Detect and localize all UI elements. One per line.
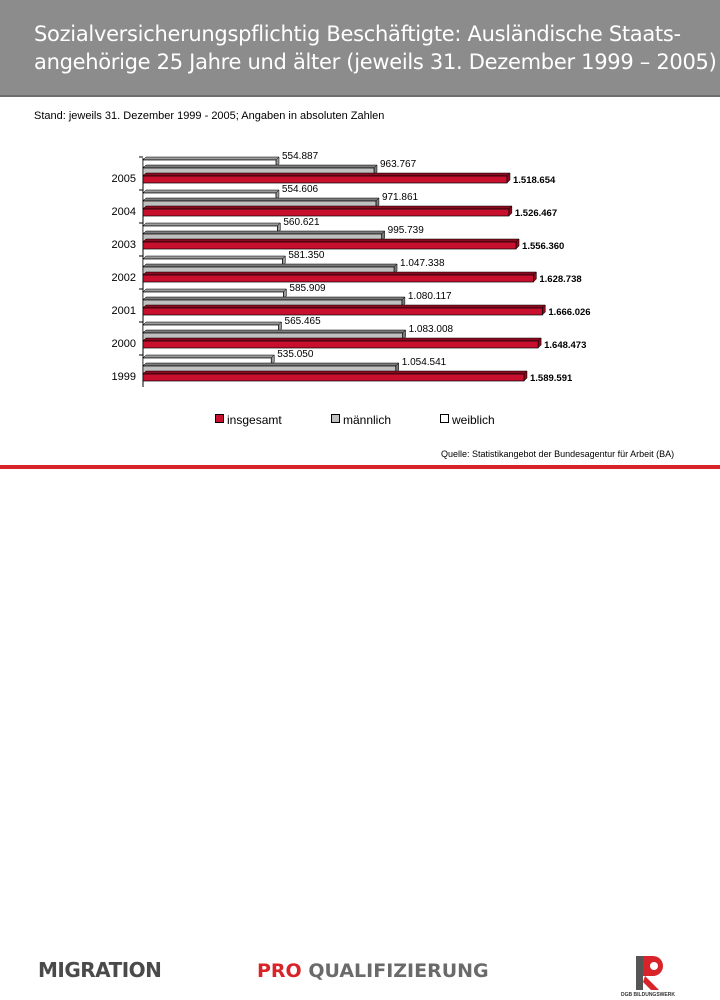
migration-logo: MIGRATION <box>38 958 162 982</box>
bar-top-face <box>142 197 380 202</box>
logo-pro-part: PRO <box>257 960 302 982</box>
data-label: 1.518.654 <box>513 175 556 186</box>
bar-insgesamt <box>142 241 517 250</box>
bar-top-face <box>142 263 398 268</box>
bar-insgesamt <box>142 373 525 382</box>
data-label: 560.621 <box>283 217 320 228</box>
category-label: 2000 <box>112 338 136 350</box>
page-title-line-1: Sozialversicherungspflichtig Beschäftigt… <box>34 22 681 46</box>
bar-top-face <box>142 288 288 293</box>
bar-top-face <box>142 362 400 367</box>
bar-top-face <box>142 189 280 194</box>
bar-top-face <box>142 222 281 227</box>
footer-divider <box>0 465 720 469</box>
bar-top-face <box>142 370 528 375</box>
data-label: 1.047.338 <box>400 258 445 269</box>
legend-item-maennlich: männlich <box>331 413 391 427</box>
category-label: 2001 <box>112 305 136 317</box>
logo-qualifizierung-part: QUALIFIZIERUNG <box>301 960 489 982</box>
data-label: 535.050 <box>277 349 314 360</box>
bar-chart: 2005 554.887 963.767 1.518.654 2004 554.606 97… <box>112 151 591 387</box>
chart-subtitle: Stand: jeweils 31. Dezember 1999 - 2005;… <box>34 110 385 122</box>
bar-top-face <box>142 205 513 210</box>
bar-insgesamt <box>142 274 534 283</box>
legend-item-weiblich: weiblich <box>440 413 495 427</box>
legend-label-maennlich: männlich <box>343 413 392 427</box>
data-label: 585.909 <box>289 283 326 294</box>
bar-insgesamt <box>142 175 508 184</box>
bar-top-face <box>142 337 542 342</box>
data-label: 1.556.360 <box>522 241 564 252</box>
bar-top-face <box>142 354 275 359</box>
data-label: 565.465 <box>285 316 322 327</box>
data-label: 1.628.738 <box>539 274 581 285</box>
data-label: 1.666.026 <box>548 307 590 318</box>
bar-top-face <box>142 271 537 276</box>
data-label: 971.861 <box>382 192 419 203</box>
data-label: 963.767 <box>380 159 417 170</box>
category-label: 2003 <box>112 239 136 251</box>
bar-top-face <box>142 255 286 260</box>
bar-top-face <box>142 230 386 235</box>
category-label: 1999 <box>112 371 136 383</box>
bar-insgesamt <box>142 307 543 316</box>
bar-insgesamt <box>142 340 539 349</box>
bar-top-face <box>142 164 378 169</box>
category-label: 2002 <box>112 272 136 284</box>
bar-top-face <box>142 156 280 161</box>
source-note: Quelle: Statistikangebot der Bundesagent… <box>441 449 675 459</box>
data-label: 1.083.008 <box>409 324 454 335</box>
bar-top-face <box>142 296 406 301</box>
data-label: 995.739 <box>388 225 425 236</box>
data-label: 554.887 <box>282 151 319 162</box>
legend-swatch-insgesamt <box>215 414 224 423</box>
bar-top-face <box>142 304 546 309</box>
category-label: 2004 <box>112 206 136 218</box>
data-label: 1.648.473 <box>544 340 586 351</box>
bar-top-face <box>142 172 511 177</box>
footer: MIGRATION PRO QUALIFIZIERUNG DGB BILDUNG… <box>0 470 720 998</box>
data-label: 554.606 <box>282 184 319 195</box>
data-label: 1.526.467 <box>515 208 557 219</box>
legend-swatch-maennlich <box>331 414 340 423</box>
data-label: 1.080.117 <box>408 291 452 302</box>
category-label: 2005 <box>112 173 136 185</box>
legend-item-insgesamt: insgesamt <box>215 413 282 427</box>
data-label: 1.589.591 <box>530 373 573 384</box>
data-label: 581.350 <box>288 250 325 261</box>
bar-top-face <box>142 321 283 326</box>
dgb-logo-text: DGB BILDUNGSWERK <box>621 992 675 998</box>
legend-swatch-weiblich <box>440 414 449 423</box>
bar-top-face <box>142 238 520 243</box>
bar-top-face <box>142 329 407 334</box>
legend-label-weiblich: weiblich <box>452 413 495 427</box>
bar-insgesamt <box>142 208 510 217</box>
title-bar: Sozialversicherungspflichtig Beschäftigt… <box>0 0 720 97</box>
pro-qualifizierung-logo: PRO QUALIFIZIERUNG <box>257 960 489 982</box>
data-label: 1.054.541 <box>402 357 447 368</box>
legend-label-insgesamt: insgesamt <box>227 413 282 427</box>
page-title-line-2: angehörige 25 Jahre und älter (jeweils 3… <box>34 50 717 74</box>
